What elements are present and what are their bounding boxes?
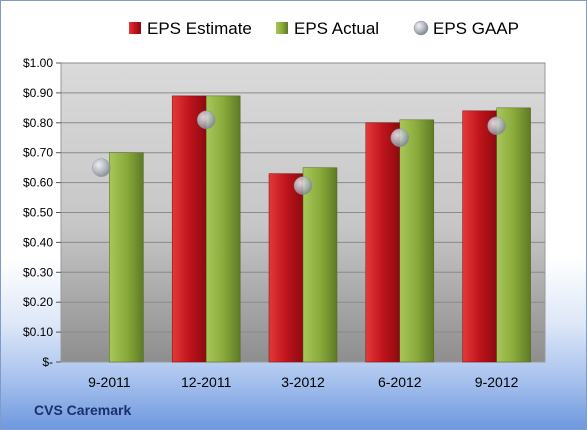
marker-eps-gaap [92, 158, 111, 177]
bars [109, 95, 531, 363]
y-tick-label: $0.10 [23, 325, 53, 339]
legend-label: EPS GAAP [433, 19, 519, 38]
legend-label: EPS Estimate [147, 19, 252, 38]
bar-eps-actual [302, 167, 338, 363]
company-name: CVS Caremark [34, 402, 132, 418]
y-tick-label: $0.90 [23, 86, 53, 100]
legend-swatch [276, 22, 288, 34]
x-tick-label: 12-2011 [181, 374, 232, 390]
bar-eps-estimate [462, 110, 497, 363]
y-tick-label: $0.40 [23, 235, 53, 249]
bar-eps-actual [496, 107, 531, 363]
bar-eps-actual [399, 119, 435, 363]
bar-eps-actual [205, 95, 241, 363]
bar-eps-actual [109, 152, 144, 363]
legend-swatch-eps-gaap [413, 20, 429, 36]
x-tick-label: 3-2012 [281, 374, 325, 390]
y-tick-label: $0.30 [23, 265, 53, 279]
y-tick-label: $0.20 [23, 295, 53, 309]
gaap-markers [92, 110, 506, 195]
y-tick-label: $0.70 [23, 146, 53, 160]
y-tick-label: $0.80 [23, 116, 53, 130]
bar-eps-estimate [268, 173, 304, 363]
y-axis: $- $0.10 $0.20 $0.30 $0.40 $0.50 $0.60 $0.70 $0.… [23, 56, 61, 369]
y-tick-label: $0.60 [23, 176, 53, 190]
marker-eps-gaap [196, 110, 216, 130]
legend: EPS Estimate EPS Actual EPS GAAP [129, 19, 519, 38]
bar-eps-estimate [365, 122, 401, 363]
legend-swatch [129, 22, 141, 34]
x-tick-label: 9-2012 [475, 374, 519, 390]
y-tick-label: $0.50 [23, 206, 53, 220]
bar-eps-estimate [171, 95, 207, 363]
x-axis: 9-2011 12-2011 3-2012 6-2012 9-2012 [88, 374, 518, 390]
marker-eps-gaap [390, 128, 410, 147]
y-tick-label: $- [42, 355, 53, 369]
legend-label: EPS Actual [294, 19, 379, 38]
marker-eps-gaap [293, 176, 313, 195]
marker-eps-gaap [487, 116, 506, 136]
y-tick-label: $1.00 [23, 56, 53, 70]
x-tick-label: 6-2012 [378, 374, 422, 390]
x-tick-label: 9-2011 [88, 374, 131, 390]
